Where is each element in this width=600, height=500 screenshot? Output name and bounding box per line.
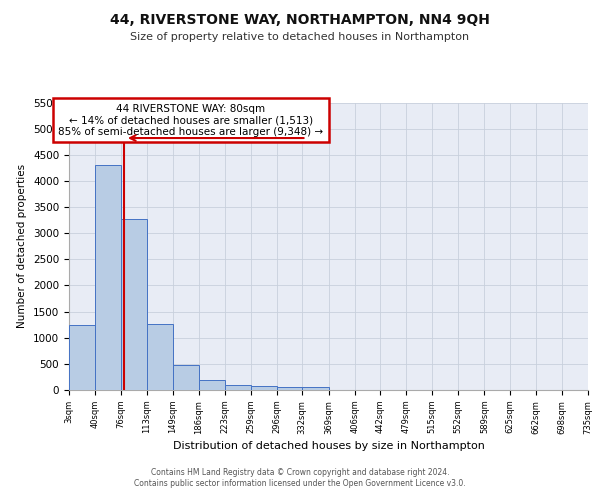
Bar xyxy=(199,380,225,390)
X-axis label: Distribution of detached houses by size in Northampton: Distribution of detached houses by size … xyxy=(173,440,484,450)
Bar xyxy=(277,387,303,390)
Text: 44 RIVERSTONE WAY: 80sqm
← 14% of detached houses are smaller (1,513)
85% of sem: 44 RIVERSTONE WAY: 80sqm ← 14% of detach… xyxy=(58,104,323,136)
Text: Contains HM Land Registry data © Crown copyright and database right 2024.
Contai: Contains HM Land Registry data © Crown c… xyxy=(134,468,466,487)
Text: 44, RIVERSTONE WAY, NORTHAMPTON, NN4 9QH: 44, RIVERSTONE WAY, NORTHAMPTON, NN4 9QH xyxy=(110,12,490,26)
Bar xyxy=(95,165,121,390)
Bar xyxy=(302,387,329,390)
Bar xyxy=(121,218,147,390)
Bar xyxy=(225,385,251,390)
Bar xyxy=(251,386,277,390)
Bar xyxy=(147,324,173,390)
Bar xyxy=(173,365,199,390)
Text: Size of property relative to detached houses in Northampton: Size of property relative to detached ho… xyxy=(130,32,470,42)
Y-axis label: Number of detached properties: Number of detached properties xyxy=(17,164,28,328)
Bar xyxy=(69,324,95,390)
